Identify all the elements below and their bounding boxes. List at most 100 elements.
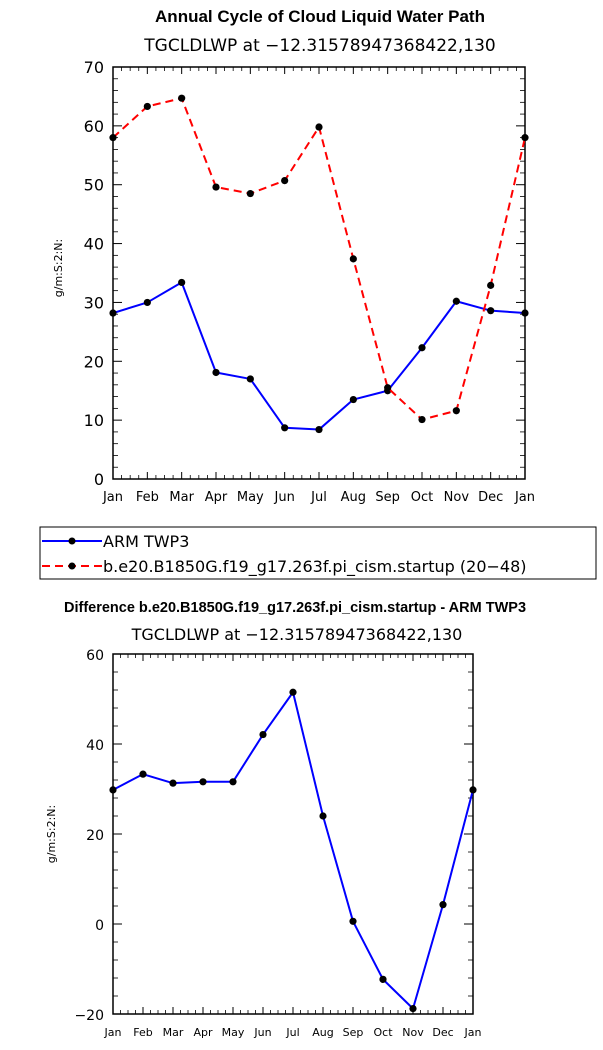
data-point <box>178 278 186 287</box>
x-tick-label: Apr <box>193 1026 213 1039</box>
chart-1-ticks <box>112 66 526 480</box>
x-tick-label: Jun <box>274 490 295 505</box>
data-point <box>109 309 117 317</box>
chart-1-ylabel: g/m:S:2:N: <box>52 239 65 297</box>
x-tick-label: Oct <box>373 1026 393 1039</box>
data-point <box>143 102 151 111</box>
y-tick-label: 60 <box>86 648 104 664</box>
chart-1-tick-labels: Jan Feb Mar Apr May Jun Jul Aug Sep Oct Nov Dec Jan0… <box>84 58 535 505</box>
data-point <box>439 901 447 909</box>
data-point <box>143 298 151 307</box>
y-tick-label: 0 <box>95 918 104 934</box>
data-point <box>521 309 529 317</box>
data-point <box>452 407 460 415</box>
series-line-0 <box>112 691 474 1010</box>
data-point <box>281 424 289 432</box>
data-point <box>521 134 529 142</box>
data-point <box>229 778 237 786</box>
chart-2-subtitle: TGCLDLWP at −12.31578947368422,130 <box>131 625 463 644</box>
legend-label-model: b.e20.B1850G.f19_g17.263f.pi_cism.startu… <box>103 557 527 577</box>
x-tick-label: Jan <box>514 490 535 505</box>
chart-2-title: Difference b.e20.B1850G.f19_g17.263f.pi_… <box>64 600 526 616</box>
chart-1-subtitle: TGCLDLWP at −12.31578947368422,130 <box>143 36 495 56</box>
x-tick-label: Sep <box>375 490 400 505</box>
data-point <box>212 368 220 377</box>
x-tick-label: Aug <box>341 490 366 505</box>
y-tick-label: −20 <box>74 1008 104 1024</box>
data-point <box>259 730 267 739</box>
legend-box <box>39 526 597 580</box>
data-point <box>319 812 327 820</box>
x-tick-label: May <box>222 1026 245 1039</box>
x-tick-label: Jul <box>310 490 327 505</box>
y-tick-label: 50 <box>84 176 104 195</box>
x-tick-label: Feb <box>136 490 159 505</box>
data-point <box>349 917 357 925</box>
x-tick-label: Dec <box>432 1026 453 1039</box>
data-point <box>139 770 147 778</box>
y-tick-label: 60 <box>84 117 104 136</box>
data-point <box>178 94 186 102</box>
data-point <box>349 255 357 263</box>
chart-2-series <box>109 688 477 1013</box>
x-tick-label: Jan <box>104 1026 122 1039</box>
x-tick-label: Apr <box>205 490 228 505</box>
chart-2-ylabel: g/m:S:2:N: <box>45 805 58 863</box>
legend-marker-model <box>68 562 76 570</box>
x-tick-label: Jan <box>464 1026 482 1039</box>
chart-2-ticks <box>112 653 474 1015</box>
x-tick-label: Sep <box>343 1026 364 1039</box>
y-tick-label: 70 <box>84 58 104 77</box>
data-point <box>109 786 117 794</box>
y-tick-label: 40 <box>84 235 104 254</box>
data-point <box>109 134 117 142</box>
data-point <box>409 1005 417 1013</box>
chart-2: Difference b.e20.B1850G.f19_g17.263f.pi_… <box>45 600 526 1039</box>
data-point <box>469 786 477 794</box>
data-point <box>487 307 495 315</box>
chart-1-legend: ARM TWP3 b.e20.B1850G.f19_g17.263f.pi_ci… <box>39 526 597 580</box>
data-point <box>281 176 289 185</box>
data-point <box>246 375 254 383</box>
x-tick-label: May <box>237 490 264 505</box>
x-tick-label: Jan <box>102 490 123 505</box>
data-point <box>289 688 297 696</box>
x-tick-label: Mar <box>169 490 194 505</box>
data-point <box>384 384 392 392</box>
series-line-1 <box>112 97 526 421</box>
x-tick-label: Jul <box>285 1026 299 1039</box>
chart-2-plot-frame <box>112 653 474 1015</box>
y-tick-label: 20 <box>84 352 104 371</box>
chart-1-series <box>109 94 529 434</box>
x-tick-label: Oct <box>411 490 433 505</box>
y-tick-label: 40 <box>86 738 104 754</box>
legend-label-arm: ARM TWP3 <box>103 532 189 551</box>
y-tick-label: 20 <box>86 828 104 844</box>
legend-marker-arm <box>68 537 76 545</box>
data-point <box>169 779 177 787</box>
x-tick-label: Aug <box>312 1026 333 1039</box>
x-tick-label: Mar <box>163 1026 184 1039</box>
data-point <box>315 425 323 434</box>
data-point <box>246 189 254 198</box>
data-point <box>418 415 426 424</box>
chart-2-tick-labels: Jan Feb Mar Apr May Jun Jul Aug Sep Oct Nov Dec Jan−… <box>74 648 481 1039</box>
data-point <box>452 297 460 305</box>
x-tick-label: Dec <box>478 490 503 505</box>
data-point <box>349 395 357 404</box>
data-point <box>212 183 220 191</box>
y-tick-label: 0 <box>94 470 104 489</box>
data-point <box>418 344 426 352</box>
chart-1: Annual Cycle of Cloud Liquid Water Path … <box>39 7 597 580</box>
data-point <box>487 281 495 289</box>
series-line-0 <box>112 281 526 431</box>
data-point <box>379 975 387 983</box>
x-tick-label: Jun <box>253 1026 271 1039</box>
chart-1-title: Annual Cycle of Cloud Liquid Water Path <box>155 7 485 26</box>
x-tick-label: Nov <box>402 1026 424 1039</box>
data-point <box>199 778 207 786</box>
x-tick-label: Feb <box>133 1026 152 1039</box>
y-tick-label: 30 <box>84 293 104 312</box>
x-tick-label: Nov <box>444 490 470 505</box>
